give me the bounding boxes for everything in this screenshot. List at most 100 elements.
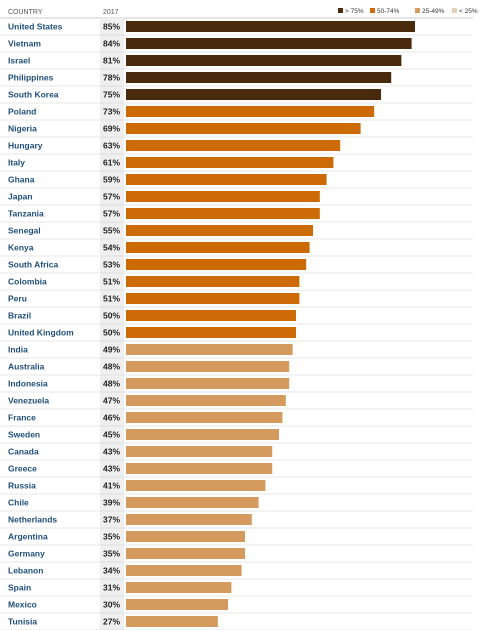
- legend-swatch: [338, 8, 343, 13]
- bar: [126, 123, 361, 134]
- country-label: Sweden: [8, 430, 40, 440]
- value-label: 54%: [103, 243, 120, 253]
- chart-row-south-korea: South Korea 75%: [0, 89, 473, 104]
- chart-row-peru: Peru 51%: [0, 293, 473, 308]
- value-label: 50%: [103, 328, 120, 338]
- bar: [126, 55, 402, 66]
- bar: [126, 497, 259, 508]
- country-label: Lebanon: [8, 566, 43, 576]
- country-label: Nigeria: [8, 124, 37, 134]
- chart-row-chile: Chile 39%: [0, 497, 473, 512]
- bar: [126, 582, 232, 593]
- value-label: 57%: [103, 192, 120, 202]
- value-label: 51%: [103, 277, 120, 287]
- bar: [126, 548, 245, 559]
- chart-row-nigeria: Nigeria 69%: [0, 123, 473, 138]
- value-label: 43%: [103, 447, 120, 457]
- bar: [126, 191, 320, 202]
- value-label: 48%: [103, 379, 120, 389]
- chart-row-australia: Australia 48%: [0, 361, 473, 376]
- legend: > 75% 50-74% 25-49% < 25%: [338, 8, 478, 15]
- bar: [126, 310, 296, 321]
- legend-swatch: [452, 8, 457, 13]
- value-label: 50%: [103, 311, 120, 321]
- chart-row-united-kingdom: United Kingdom 50%: [0, 327, 473, 342]
- chart-row-canada: Canada 43%: [0, 446, 473, 461]
- value-label: 55%: [103, 226, 120, 236]
- chart-row-russia: Russia 41%: [0, 480, 473, 495]
- country-label: Chile: [8, 498, 29, 508]
- bar: [126, 38, 412, 49]
- country-label: France: [8, 413, 36, 423]
- value-label: 73%: [103, 107, 120, 117]
- bar: [126, 412, 283, 423]
- bar: [126, 72, 392, 83]
- bar: [126, 293, 300, 304]
- chart-row-brazil: Brazil 50%: [0, 310, 473, 325]
- country-label: Canada: [8, 447, 39, 457]
- chart-row-tanzania: Tanzania 57%: [0, 208, 473, 223]
- value-label: 61%: [103, 158, 120, 168]
- value-label: 84%: [103, 39, 120, 49]
- bar: [126, 21, 415, 32]
- chart-row-argentina: Argentina 35%: [0, 531, 473, 546]
- country-label: Spain: [8, 583, 31, 593]
- bar: [126, 89, 381, 100]
- country-label: India: [8, 345, 28, 355]
- bar: [126, 480, 266, 491]
- chart-row-south-africa: South Africa 53%: [0, 259, 473, 274]
- country-label: Colombia: [8, 277, 47, 287]
- country-label: United States: [8, 22, 63, 32]
- value-label: 75%: [103, 90, 120, 100]
- legend-label: 25-49%: [422, 8, 445, 15]
- value-label: 78%: [103, 73, 120, 83]
- country-label: Japan: [8, 192, 33, 202]
- country-label: Venezuela: [8, 396, 49, 406]
- country-label: Netherlands: [8, 515, 57, 525]
- country-label: Israel: [8, 56, 30, 66]
- chart-row-indonesia: Indonesia 48%: [0, 378, 473, 393]
- legend-label: > 75%: [345, 8, 364, 15]
- chart-row-united-states: United States 85%: [0, 21, 473, 36]
- legend-swatch: [370, 8, 375, 13]
- bar: [126, 446, 273, 457]
- legend-swatch: [415, 8, 420, 13]
- value-label: 63%: [103, 141, 120, 151]
- value-label: 34%: [103, 566, 120, 576]
- value-label: 57%: [103, 209, 120, 219]
- bar: [126, 140, 341, 151]
- chart-row-italy: Italy 61%: [0, 157, 473, 172]
- bar: [126, 157, 334, 168]
- chart-row-hungary: Hungary 63%: [0, 140, 473, 155]
- chart-row-senegal: Senegal 55%: [0, 225, 473, 240]
- year-column-header: 2017: [103, 9, 119, 16]
- chart-row-vietnam: Vietnam 84%: [0, 38, 473, 53]
- chart-rows: United States 85% Vietnam 84% Israel 81% Phili…: [0, 21, 473, 630]
- country-column-header: COUNTRY: [8, 9, 43, 16]
- bar: [126, 208, 320, 219]
- chart-row-poland: Poland 73%: [0, 106, 473, 121]
- country-label: Philippines: [8, 73, 54, 83]
- country-label: Poland: [8, 107, 36, 117]
- value-label: 30%: [103, 600, 120, 610]
- chart-row-india: India 49%: [0, 344, 473, 359]
- chart-row-france: France 46%: [0, 412, 473, 427]
- bar: [126, 242, 310, 253]
- country-label: Russia: [8, 481, 36, 491]
- bar: [126, 327, 296, 338]
- bar: [126, 344, 293, 355]
- bar: [126, 514, 252, 525]
- country-label: Senegal: [8, 226, 41, 236]
- country-label: United Kingdom: [8, 328, 74, 338]
- country-label: Tunisia: [8, 617, 37, 627]
- value-label: 35%: [103, 549, 120, 559]
- chart-row-mexico: Mexico 30%: [0, 599, 473, 614]
- value-label: 43%: [103, 464, 120, 474]
- country-label: Mexico: [8, 600, 37, 610]
- value-label: 45%: [103, 430, 120, 440]
- country-label: South Africa: [8, 260, 58, 270]
- bar: [126, 395, 286, 406]
- bar: [126, 429, 279, 440]
- bar: [126, 565, 242, 576]
